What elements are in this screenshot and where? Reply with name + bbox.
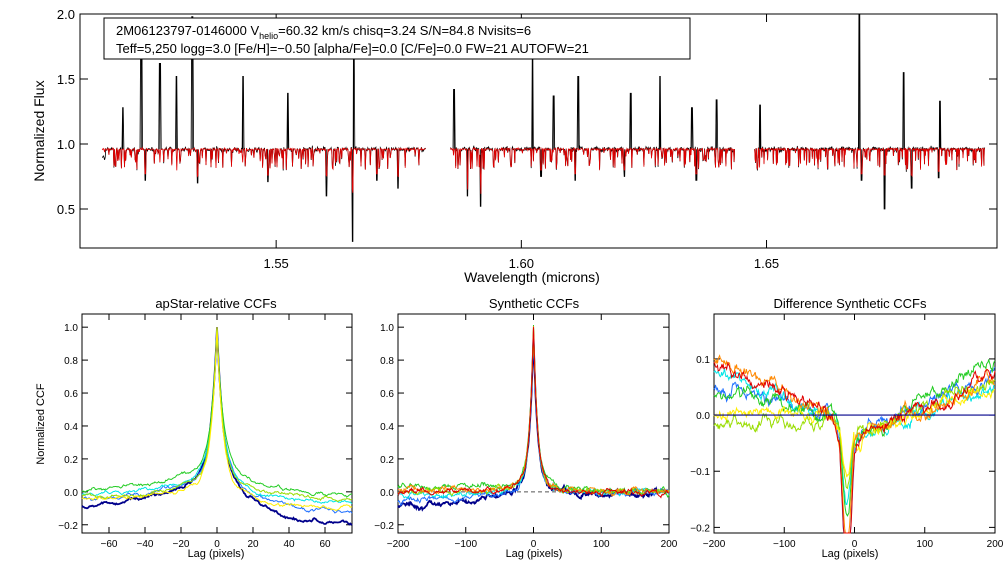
synthetic-ccf-lines [397, 324, 670, 512]
spectrum-lines [101, 13, 986, 242]
synthetic-spectrum-line [101, 146, 426, 193]
apstar-ccf-ytick-label: 0.4 [64, 422, 78, 433]
apstar-ccf-xtick-label: −20 [173, 539, 190, 550]
apstar-ccf-panel: apStar-relative CCFs −60 −40 −20 0 20 40 60 −0.… [35, 296, 353, 560]
apstar-ccf-series-line [81, 327, 353, 514]
spectrum-ytick-label: 1.0 [57, 137, 75, 152]
synthetic-spectrum-line [449, 146, 735, 194]
synthetic-ccf-title: Synthetic CCFs [489, 296, 580, 311]
synthetic-ccf-ticks: −200 −100 0 100 200 −0.2 0.0 0.2 0.4 0.6 0.8 1.0 [374, 314, 678, 550]
difference-ccf-xtick-label: 200 [987, 539, 1004, 550]
difference-ccf-xtick-label: 100 [916, 539, 933, 550]
apstar-ccf-lines [81, 327, 353, 526]
synthetic-ccf-xtick-label: 100 [593, 539, 610, 550]
apstar-ccf-ytick-label: −0.2 [58, 521, 78, 532]
spectrum-xtick-label: 1.55 [263, 256, 288, 271]
difference-ccf-ytick-label: 0.1 [696, 355, 710, 366]
apstar-ccf-xtick-label: −60 [101, 539, 118, 550]
annotation-line-2: Teff=5,250 logg=3.0 [Fe/H]=−0.50 [alpha/… [116, 41, 589, 56]
synthetic-ccf-ytick-label: 0.6 [380, 389, 394, 400]
apstar-ccf-xtick-label: 0 [214, 539, 220, 550]
difference-ccf-xtick-label: 0 [852, 539, 858, 550]
apstar-ccf-ytick-label: 0.2 [64, 455, 78, 466]
difference-ccf-series-line [713, 361, 996, 534]
apstar-ccf-series-line [81, 327, 353, 511]
synthetic-spectrum-line [753, 146, 985, 178]
observed-spectrum-line [449, 43, 735, 207]
annotation-box [103, 17, 691, 60]
spectrum-annotation: 2M06123797-0146000 Vhelio=60.32 km/s chi… [103, 17, 691, 60]
difference-ccf-panel: Difference Synthetic CCFs −200 −100 0 100 20… [690, 296, 1004, 560]
synthetic-ccf-xtick-label: 0 [531, 539, 537, 550]
apstar-ccf-series-line [81, 327, 353, 503]
apstar-ccf-ticks: −60 −40 −20 0 20 40 60 −0.2 0.0 0.2 0.4 0.6 0.8 1.0 [58, 314, 352, 550]
difference-ccf-title: Difference Synthetic CCFs [774, 296, 927, 311]
apstar-ccf-xtick-label: 40 [283, 539, 295, 550]
apstar-ccf-series-line [81, 327, 353, 505]
apstar-ccf-xtick-label: −40 [137, 539, 154, 550]
spectrum-ytick-label: 1.5 [57, 72, 75, 87]
apstar-ccf-series-line [81, 327, 353, 498]
difference-ccf-xtick-label: −100 [773, 539, 796, 550]
difference-ccf-ytick-label: −0.1 [690, 467, 710, 478]
apstar-ccf-ytick-label: 0.0 [64, 488, 78, 499]
spectrum-frame [79, 13, 998, 249]
difference-ccf-series-line [713, 354, 995, 534]
spectrum-ytick-label: 0.5 [57, 202, 75, 217]
apstar-ccf-ytick-label: 0.6 [64, 389, 78, 400]
apstar-ccf-xlabel: Lag (pixels) [188, 548, 245, 560]
synthetic-ccf-ytick-label: 0.8 [380, 356, 394, 367]
spectrum-xtick-label: 1.60 [509, 256, 534, 271]
difference-ccf-ytick-label: 0.0 [696, 411, 710, 422]
apstar-ccf-title: apStar-relative CCFs [155, 296, 277, 311]
apstar-ccf-ytick-label: 0.8 [64, 356, 78, 367]
difference-ccf-xlabel: Lag (pixels) [822, 548, 879, 560]
difference-ccf-xtick-label: −200 [703, 539, 726, 550]
synthetic-ccf-xtick-label: −200 [387, 539, 410, 550]
difference-ccf-lines [713, 354, 996, 534]
spectrum-ylabel: Normalized Flux [31, 80, 47, 181]
difference-ccf-ytick-label: −0.2 [690, 523, 710, 534]
spectrum-ticks: 1.55 1.60 1.65 0.5 1.0 1.5 2.0 [57, 7, 997, 271]
synthetic-ccf-xlabel: Lag (pixels) [506, 548, 563, 560]
synthetic-ccf-xtick-label: −100 [454, 539, 477, 550]
synthetic-ccf-ytick-label: 0.4 [380, 422, 394, 433]
difference-ccf-series-line [713, 368, 996, 506]
synthetic-ccf-panel: Synthetic CCFs −200 −100 0 100 200 −0.2 0.0 0.2… [374, 296, 678, 560]
spectrum-xlabel: Wavelength (microns) [464, 269, 600, 285]
difference-ccf-ticks: −200 −100 0 100 200 −0.2 −0.1 0.0 0.1 [690, 314, 1004, 550]
synthetic-ccf-ytick-label: 1.0 [380, 323, 394, 334]
synthetic-ccf-ytick-label: 0.2 [380, 455, 394, 466]
difference-ccf-series-line [713, 388, 996, 478]
apstar-ccf-xtick-label: 20 [247, 539, 259, 550]
synthetic-ccf-xtick-label: 200 [661, 539, 678, 550]
apstar-ccf-ylabel: Normalized CCF [35, 383, 47, 465]
synthetic-ccf-series-line [397, 334, 670, 512]
apstar-ccf-ytick-label: 1.0 [64, 323, 78, 334]
spectrum-xtick-label: 1.65 [754, 256, 779, 271]
observed-spectrum-line [753, 13, 986, 210]
synthetic-ccf-ytick-label: −0.2 [374, 521, 394, 532]
synthetic-ccf-ytick-label: 0.0 [380, 488, 394, 499]
annotation-line-1: 2M06123797-0146000 Vhelio=60.32 km/s chi… [116, 23, 531, 41]
difference-ccf-frame [713, 313, 996, 534]
spectrum-panel: 1.55 1.60 1.65 0.5 1.0 1.5 2.0 2M06123797-0146… [31, 7, 998, 285]
apstar-ccf-xtick-label: 60 [319, 539, 331, 550]
synthetic-ccf-series-line [397, 327, 670, 499]
spectrum-ytick-label: 2.0 [57, 7, 75, 22]
